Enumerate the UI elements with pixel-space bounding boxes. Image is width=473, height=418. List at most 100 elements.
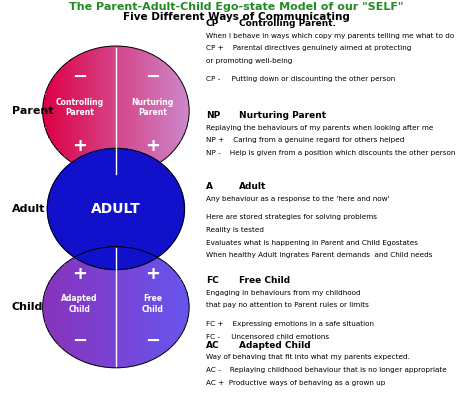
Bar xyxy=(92,49,94,172)
Bar xyxy=(64,263,66,351)
Bar xyxy=(60,267,61,347)
Text: NP -    Help is given from a position which discounts the other person: NP - Help is given from a position which… xyxy=(206,150,455,155)
Bar xyxy=(47,285,48,329)
Text: Any behaviour as a response to the 'here and now': Any behaviour as a response to the 'here… xyxy=(206,196,389,201)
Bar xyxy=(173,270,175,344)
Text: FC -     Uncensored child emotions: FC - Uncensored child emotions xyxy=(206,334,329,339)
Bar xyxy=(98,48,100,174)
Bar xyxy=(96,249,97,366)
Bar xyxy=(148,253,149,361)
Bar xyxy=(172,268,173,346)
Bar xyxy=(104,47,105,175)
Bar xyxy=(103,247,104,367)
Bar xyxy=(105,46,107,175)
Bar xyxy=(154,256,156,359)
Bar xyxy=(112,247,113,368)
Bar xyxy=(175,272,176,343)
Bar xyxy=(96,48,97,173)
Bar xyxy=(76,56,78,166)
Bar xyxy=(54,273,56,341)
Bar xyxy=(103,47,104,175)
Bar xyxy=(91,250,92,364)
Text: Five Different Ways of Communicating: Five Different Ways of Communicating xyxy=(123,12,350,22)
Text: Child: Child xyxy=(12,302,43,312)
Bar xyxy=(164,63,166,159)
Bar xyxy=(116,247,117,368)
Bar xyxy=(158,59,160,163)
Text: Controlling Parent.: Controlling Parent. xyxy=(239,19,336,28)
Bar xyxy=(160,59,161,162)
Bar xyxy=(141,250,142,364)
Bar xyxy=(59,69,60,152)
Bar xyxy=(91,50,92,172)
Bar xyxy=(56,272,57,343)
Bar xyxy=(172,69,173,152)
Text: AC: AC xyxy=(206,341,219,350)
Bar xyxy=(82,253,84,361)
Bar xyxy=(173,71,175,150)
Bar xyxy=(53,275,54,339)
Bar xyxy=(145,252,147,362)
Bar xyxy=(97,249,98,366)
Bar xyxy=(180,280,182,335)
Bar xyxy=(113,46,114,176)
Text: Free Child: Free Child xyxy=(239,276,290,285)
Bar xyxy=(135,48,136,173)
Bar xyxy=(88,51,89,171)
Bar xyxy=(135,249,136,366)
Bar xyxy=(78,255,79,359)
Bar xyxy=(186,293,188,322)
Text: −: − xyxy=(145,68,160,86)
Text: Way of behaving that fit into what my parents expected.: Way of behaving that fit into what my pa… xyxy=(206,354,410,360)
Bar xyxy=(170,68,172,154)
Bar xyxy=(166,263,167,351)
Bar xyxy=(114,247,116,368)
Text: ADULT: ADULT xyxy=(91,202,141,216)
Bar xyxy=(180,81,182,140)
Bar xyxy=(105,247,107,367)
Text: AC -    Replaying childhood behaviour that is no longer appropriate: AC - Replaying childhood behaviour that … xyxy=(206,367,447,373)
Bar xyxy=(128,47,129,175)
Bar xyxy=(100,47,101,174)
Bar xyxy=(185,288,186,326)
Bar xyxy=(185,91,186,131)
Bar xyxy=(110,46,112,176)
Bar xyxy=(138,250,140,365)
Bar xyxy=(148,53,149,168)
Text: A: A xyxy=(206,182,213,191)
Bar xyxy=(81,254,82,361)
Bar xyxy=(167,65,169,156)
Bar xyxy=(89,50,91,171)
Bar xyxy=(154,56,156,166)
Bar xyxy=(45,91,47,131)
Bar xyxy=(184,87,185,135)
Bar xyxy=(126,247,128,367)
Text: The Parent-Adult-Child Ego-state Model of our "SELF": The Parent-Adult-Child Ego-state Model o… xyxy=(69,2,404,12)
Text: FC: FC xyxy=(206,276,219,285)
Bar xyxy=(78,55,79,166)
Text: Adapted Child: Adapted Child xyxy=(239,341,310,350)
Bar xyxy=(169,66,170,155)
Bar xyxy=(101,47,103,174)
Bar xyxy=(107,46,108,175)
Bar xyxy=(117,247,119,368)
Text: Evaluates what is happening in Parent and Child Egostates: Evaluates what is happening in Parent an… xyxy=(206,240,418,245)
Bar xyxy=(182,282,184,332)
Bar xyxy=(70,259,72,355)
Text: CP: CP xyxy=(206,19,219,28)
Bar xyxy=(149,254,151,361)
Text: Adult: Adult xyxy=(12,204,45,214)
Bar xyxy=(133,249,135,366)
Bar xyxy=(108,247,110,367)
Bar xyxy=(50,280,52,335)
Text: Adult: Adult xyxy=(239,182,266,191)
Bar xyxy=(101,248,103,367)
Bar xyxy=(54,75,56,147)
Bar xyxy=(131,47,132,174)
Bar xyxy=(169,266,170,349)
Bar xyxy=(66,63,68,159)
Text: Engaging in behaviours from my childhood: Engaging in behaviours from my childhood xyxy=(206,290,360,296)
Bar xyxy=(72,59,73,163)
Bar xyxy=(131,248,132,367)
Bar xyxy=(120,46,122,176)
